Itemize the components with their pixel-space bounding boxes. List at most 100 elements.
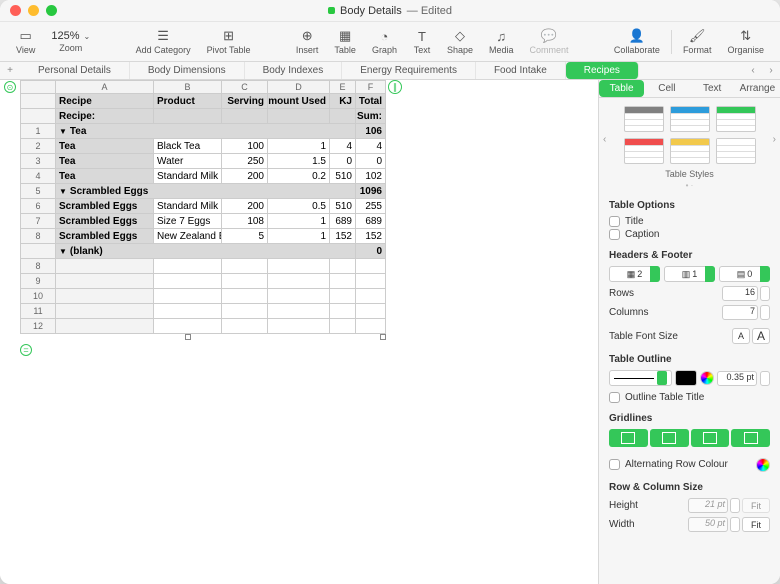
row-number[interactable] bbox=[20, 94, 56, 109]
table-tool[interactable]: ▦ Table bbox=[326, 28, 364, 55]
cell-total[interactable]: 689 bbox=[356, 214, 386, 229]
sheet-nav-prev[interactable]: ‹ bbox=[744, 62, 762, 79]
cell[interactable] bbox=[56, 274, 154, 289]
cell[interactable] bbox=[154, 304, 222, 319]
media-tool[interactable]: ♫ Media bbox=[481, 28, 522, 55]
cell[interactable] bbox=[268, 109, 330, 124]
cell-amount[interactable]: 1 bbox=[268, 214, 330, 229]
cell-amount[interactable]: 1.5 bbox=[268, 154, 330, 169]
column-header-F[interactable]: F bbox=[356, 80, 386, 94]
cell-recipe[interactable]: Tea bbox=[56, 139, 154, 154]
cell-kj[interactable]: 689 bbox=[330, 214, 356, 229]
outline-title-checkbox[interactable] bbox=[609, 392, 620, 403]
row-number[interactable]: 11 bbox=[20, 304, 56, 319]
recipe-label[interactable]: Recipe: bbox=[56, 109, 154, 124]
cell-product[interactable]: Size 7 Eggs bbox=[154, 214, 222, 229]
sheet-nav-next[interactable]: › bbox=[762, 62, 780, 79]
col-header-amount[interactable]: Amount Used bbox=[268, 94, 330, 109]
fullscreen-window-button[interactable] bbox=[46, 5, 57, 16]
cell[interactable] bbox=[56, 289, 154, 304]
cell[interactable] bbox=[154, 259, 222, 274]
col-header-product[interactable]: Product bbox=[154, 94, 222, 109]
cell[interactable] bbox=[56, 304, 154, 319]
sheet-tab-body-dimensions[interactable]: Body Dimensions bbox=[130, 62, 245, 79]
column-header-B[interactable]: B bbox=[154, 80, 222, 94]
group-total[interactable]: 0 bbox=[356, 244, 386, 259]
add-sheet-button[interactable]: + bbox=[0, 62, 20, 79]
font-size-decrease[interactable]: A bbox=[732, 328, 750, 344]
inspector-tab-arrange[interactable]: Arrange bbox=[735, 80, 780, 97]
cell-total[interactable]: 152 bbox=[356, 229, 386, 244]
styles-next-button[interactable]: › bbox=[773, 134, 776, 145]
cell[interactable] bbox=[222, 259, 268, 274]
cell[interactable] bbox=[356, 259, 386, 274]
cell-serving[interactable]: 200 bbox=[222, 169, 268, 184]
cell[interactable] bbox=[330, 289, 356, 304]
cell-serving[interactable]: 250 bbox=[222, 154, 268, 169]
cell-total[interactable]: 4 bbox=[356, 139, 386, 154]
cell-serving[interactable]: 100 bbox=[222, 139, 268, 154]
cell[interactable] bbox=[330, 109, 356, 124]
group-header[interactable]: ▼Tea bbox=[56, 124, 356, 139]
cell-recipe[interactable]: Tea bbox=[56, 169, 154, 184]
inspector-tab-table[interactable]: Table bbox=[599, 80, 644, 97]
cell-serving[interactable]: 200 bbox=[222, 199, 268, 214]
group-header[interactable]: ▼(blank) bbox=[56, 244, 356, 259]
width-fit-button[interactable]: Fit bbox=[742, 517, 770, 532]
sheet-tab-personal-details[interactable]: Personal Details bbox=[20, 62, 130, 79]
row-number[interactable]: 12 bbox=[20, 319, 56, 334]
column-header-A[interactable]: A bbox=[56, 80, 154, 94]
format-tool[interactable]: 🖌 Format bbox=[675, 28, 720, 55]
cell[interactable] bbox=[268, 289, 330, 304]
font-size-increase[interactable]: A bbox=[752, 328, 770, 344]
cell-amount[interactable]: 1 bbox=[268, 229, 330, 244]
cell-recipe[interactable]: Scrambled Eggs bbox=[56, 229, 154, 244]
cell[interactable] bbox=[268, 259, 330, 274]
inspector-tab-cell[interactable]: Cell bbox=[644, 80, 689, 97]
column-header-E[interactable]: E bbox=[330, 80, 356, 94]
row-number[interactable]: 4 bbox=[20, 169, 56, 184]
header-footer-control-2[interactable]: ▤0 bbox=[719, 266, 770, 282]
insert-tool[interactable]: ⊕ Insert bbox=[288, 28, 327, 55]
cell[interactable] bbox=[268, 274, 330, 289]
rows-input[interactable]: 16 bbox=[722, 286, 758, 301]
outline-style-select[interactable] bbox=[609, 370, 672, 386]
cell[interactable] bbox=[154, 289, 222, 304]
cell-product[interactable]: Standard Milk bbox=[154, 199, 222, 214]
organise-tool[interactable]: ⇅ Organise bbox=[719, 28, 772, 55]
gridlines-vert-button[interactable] bbox=[650, 429, 689, 447]
table-menu-button[interactable]: ⊙ bbox=[4, 81, 16, 93]
cell[interactable] bbox=[330, 274, 356, 289]
title-checkbox[interactable] bbox=[609, 216, 620, 227]
cell-recipe[interactable]: Scrambled Eggs bbox=[56, 214, 154, 229]
sum-label[interactable]: Sum: bbox=[356, 109, 386, 124]
outline-color-well[interactable] bbox=[675, 370, 697, 386]
collaborate-tool[interactable]: 👤 Collaborate bbox=[606, 28, 668, 55]
table-style-thumb[interactable] bbox=[716, 138, 756, 164]
cell[interactable] bbox=[222, 109, 268, 124]
cell-product[interactable]: Water bbox=[154, 154, 222, 169]
cell-kj[interactable]: 0 bbox=[330, 154, 356, 169]
sheet-tab-recipes[interactable]: Recipes bbox=[566, 62, 639, 79]
cell-total[interactable]: 255 bbox=[356, 199, 386, 214]
cell-amount[interactable]: 1 bbox=[268, 139, 330, 154]
comment-tool[interactable]: 💬 Comment bbox=[522, 28, 577, 55]
cell[interactable] bbox=[154, 274, 222, 289]
cell[interactable] bbox=[356, 304, 386, 319]
cell[interactable] bbox=[222, 304, 268, 319]
add-column-button[interactable]: ∥ bbox=[388, 80, 402, 94]
table-style-thumb[interactable] bbox=[670, 106, 710, 132]
cell-serving[interactable]: 5 bbox=[222, 229, 268, 244]
cell-product[interactable]: New Zealand Butter bbox=[154, 229, 222, 244]
view-tool[interactable]: ▭ View bbox=[8, 28, 43, 55]
width-input[interactable]: 50 pt bbox=[688, 517, 728, 532]
cell-amount[interactable]: 0.5 bbox=[268, 199, 330, 214]
cell-kj[interactable]: 510 bbox=[330, 169, 356, 184]
column-header-D[interactable]: D bbox=[268, 80, 330, 94]
gridlines-header-v-button[interactable] bbox=[731, 429, 770, 447]
outline-width-stepper[interactable] bbox=[760, 371, 770, 386]
row-number[interactable] bbox=[20, 109, 56, 124]
spreadsheet-area[interactable]: ⊙ ABCDEF ∥ RecipeProductServingAmount Us… bbox=[0, 80, 598, 584]
cell[interactable] bbox=[356, 319, 386, 334]
cell[interactable] bbox=[268, 319, 330, 334]
